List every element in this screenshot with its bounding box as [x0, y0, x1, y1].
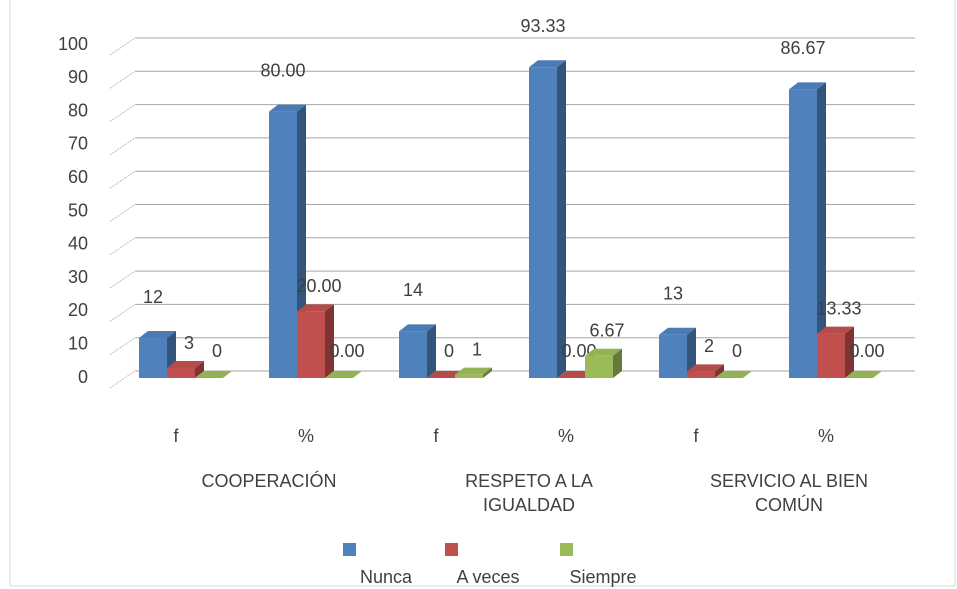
bar-top: [557, 371, 594, 378]
bar-side: [817, 82, 826, 378]
bar: [789, 89, 817, 378]
data-label: 0: [212, 341, 222, 361]
legend-swatch: [445, 543, 458, 556]
legend-label: A veces: [456, 567, 519, 587]
bar-top: [427, 371, 464, 378]
grid-depth: [109, 204, 136, 222]
y-tick-label: 20: [68, 300, 88, 320]
bar: [817, 333, 845, 378]
grid-depth: [109, 370, 136, 389]
x-tick-label: f: [693, 426, 699, 446]
bar-top: [585, 348, 622, 356]
bar-top: [139, 331, 176, 339]
bar-top: [845, 371, 882, 378]
x-tick-label: %: [818, 426, 834, 446]
bar-top: [529, 60, 566, 68]
bar-top: [167, 361, 204, 369]
data-label: 0: [444, 341, 454, 361]
bar-top: [687, 364, 724, 372]
bar-side: [557, 60, 566, 379]
data-label: 80.00: [260, 60, 305, 80]
bar-side: [427, 324, 436, 378]
bar-top: [715, 371, 752, 378]
bar-top: [325, 371, 362, 378]
data-label: 86.67: [780, 38, 825, 58]
legend-label: Nunca: [360, 567, 413, 587]
data-label: 12: [143, 287, 163, 307]
bar-top: [455, 367, 492, 375]
grid-depth: [109, 137, 136, 156]
data-label: 93.33: [520, 16, 565, 36]
y-tick-label: 30: [68, 267, 88, 287]
x-tick-label: f: [433, 426, 439, 446]
y-tick-label: 10: [68, 333, 88, 353]
y-tick-label: 100: [58, 34, 88, 54]
x-tick-label: %: [558, 426, 574, 446]
grid-depth: [109, 303, 136, 322]
data-label: 20.00: [296, 276, 341, 296]
y-tick-label: 50: [68, 200, 88, 220]
y-tick-label: 60: [68, 167, 88, 187]
bar-side: [687, 327, 696, 378]
group-label: RESPETO A LA IGUALDAD: [465, 471, 593, 515]
bar-side: [613, 348, 622, 378]
legend-label: Siempre: [569, 567, 636, 587]
data-label: 14: [403, 280, 423, 300]
bar-side: [715, 364, 724, 378]
y-tick-label: 80: [68, 100, 88, 120]
grid-depth: [109, 270, 136, 289]
group-label: SERVICIO AL BIEN COMÚN: [709, 471, 869, 515]
bar-top: [297, 304, 334, 312]
data-label: 3: [184, 333, 194, 353]
x-tick-label: %: [298, 426, 314, 446]
legend-swatch: [343, 543, 356, 556]
data-label: 0.00: [849, 341, 884, 361]
grid-depth: [109, 70, 136, 89]
y-tick-label: 70: [68, 134, 88, 154]
grid-depth: [109, 337, 136, 356]
grid-depth: [109, 237, 136, 256]
bar-top: [817, 326, 854, 334]
bar: [529, 67, 557, 379]
bar-side: [845, 326, 854, 378]
bar-top: [789, 82, 826, 90]
data-label: 13.33: [816, 298, 861, 318]
bar-top: [399, 324, 436, 332]
y-tick-label: 90: [68, 67, 88, 87]
y-tick-label: 40: [68, 234, 88, 254]
legend-swatch: [560, 543, 573, 556]
data-label: 6.67: [589, 321, 624, 341]
data-label: 2: [704, 336, 714, 356]
data-label: 1: [472, 339, 482, 359]
bar-side: [325, 304, 334, 378]
bar: [167, 368, 195, 378]
bar: [659, 334, 687, 378]
bar: [455, 374, 483, 378]
grid-depth: [109, 104, 136, 123]
group-label: COOPERACIÓN: [201, 471, 337, 491]
data-label: 0: [732, 341, 742, 361]
bar: [687, 371, 715, 378]
bar: [269, 111, 297, 378]
data-label: 13: [663, 283, 683, 303]
bar-top: [195, 371, 232, 378]
y-tick-label: 0: [78, 367, 88, 387]
bar: [297, 311, 325, 378]
bar-side: [483, 367, 492, 378]
grid-depth: [109, 170, 136, 189]
x-tick-label: f: [173, 426, 179, 446]
bar-top: [269, 104, 306, 112]
bar: [139, 338, 167, 378]
bar: [585, 355, 613, 378]
chart-frame: [9, 0, 956, 587]
bar: [399, 331, 427, 378]
bar-side: [195, 361, 204, 378]
bar-top: [659, 327, 696, 335]
data-label: 0.00: [329, 341, 364, 361]
grid-depth: [109, 37, 136, 56]
